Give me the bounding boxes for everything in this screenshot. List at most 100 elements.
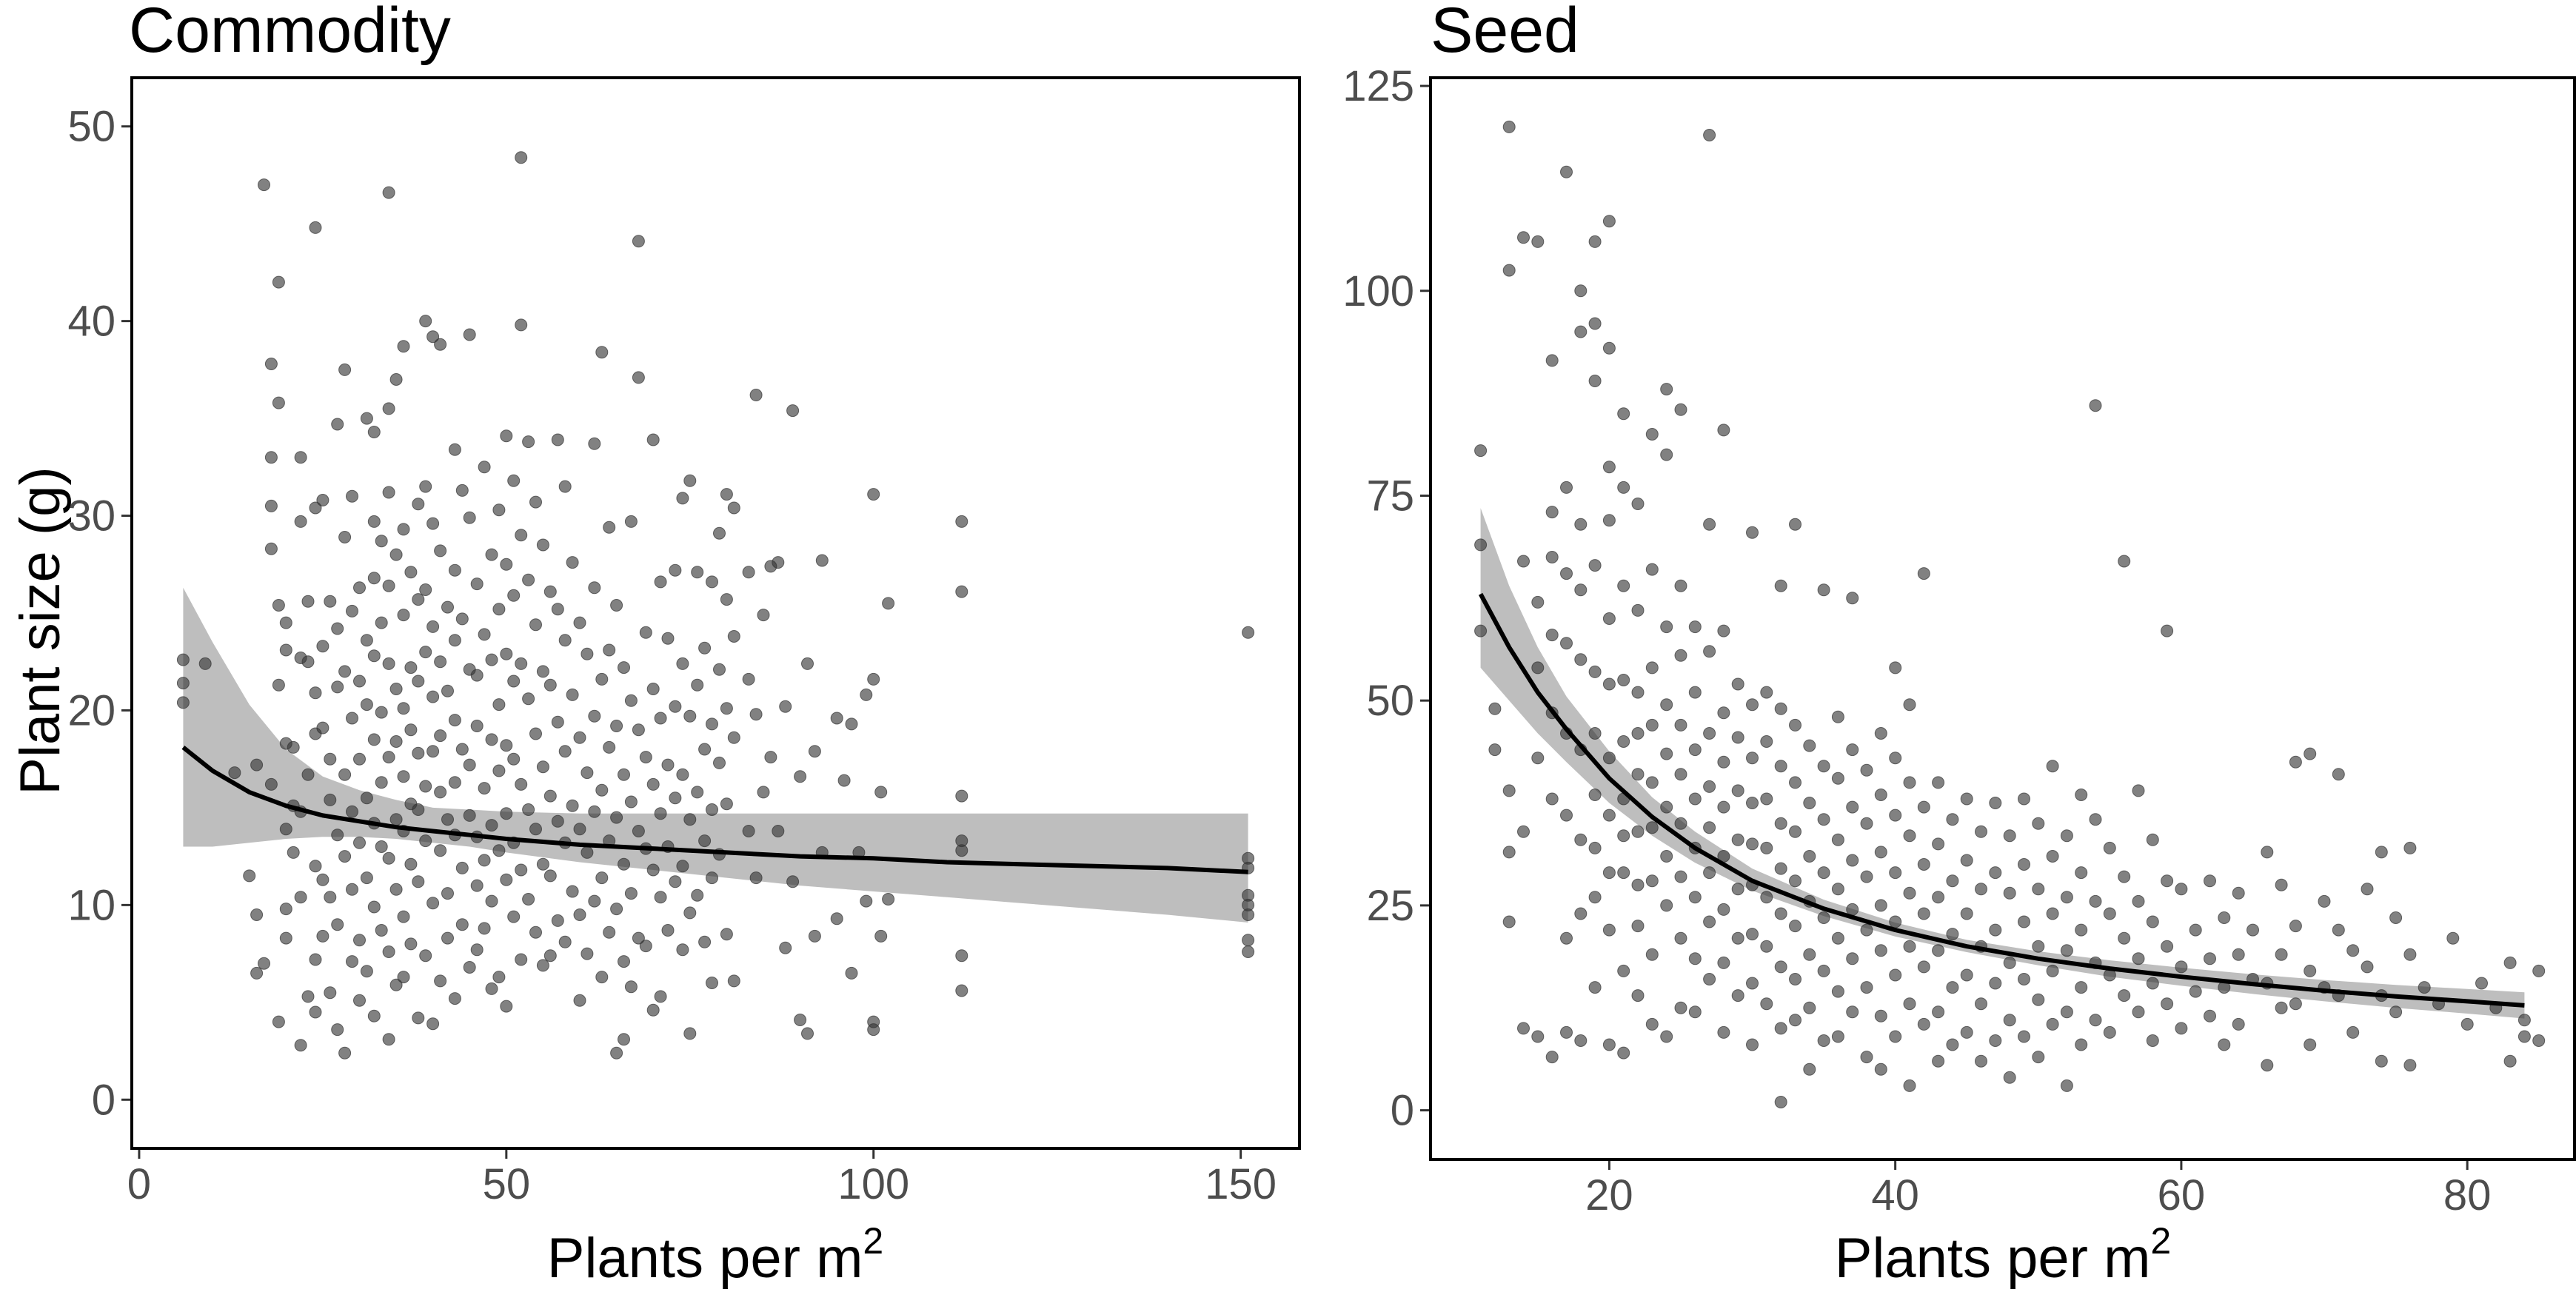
seed-data-point	[1545, 506, 1559, 519]
commodity-data-point	[618, 661, 630, 675]
seed-data-point	[1660, 620, 1673, 634]
commodity-data-point	[485, 894, 498, 908]
commodity-data-point	[478, 854, 491, 867]
seed-data-point	[1789, 518, 1801, 531]
seed-data-point	[1803, 797, 1816, 809]
commodity-data-point	[683, 813, 697, 826]
seed-data-point	[1703, 821, 1716, 834]
seed-data-point	[1703, 780, 1716, 793]
commodity-data-point	[294, 515, 307, 528]
seed-data-point	[2232, 886, 2245, 900]
seed-data-point	[1789, 920, 1801, 933]
seed-data-point	[1660, 850, 1673, 863]
commodity-data-point	[412, 746, 425, 760]
commodity-ribbon-layer	[183, 587, 1248, 923]
commodity-data-point	[272, 599, 285, 612]
seed-data-point	[1674, 649, 1687, 662]
seed-data-point	[1502, 264, 1516, 277]
seed-data-point	[1789, 776, 1801, 789]
seed-y-tick-label: 75	[1366, 472, 1414, 520]
seed-data-point	[2275, 1001, 2288, 1014]
seed-data-point	[1889, 968, 1902, 982]
seed-data-point	[1688, 952, 1702, 965]
commodity-data-point	[603, 643, 616, 657]
commodity-data-point	[661, 632, 675, 645]
seed-data-point	[1588, 981, 1602, 994]
seed-data-point	[2032, 1051, 2045, 1064]
commodity-data-point	[867, 488, 880, 501]
seed-data-point	[1774, 907, 1787, 920]
commodity-data-point	[412, 803, 425, 816]
seed-data-point	[2403, 948, 2417, 961]
commodity-data-point	[448, 443, 461, 456]
seed-data-point	[2003, 956, 2016, 969]
seed-data-point	[1860, 817, 1873, 830]
seed-data-point	[1760, 997, 1773, 1011]
commodity-data-point	[324, 986, 337, 1000]
seed-data-point	[1774, 1022, 1787, 1035]
commodity-data-point	[742, 672, 755, 686]
seed-data-point	[1932, 944, 1945, 957]
commodity-data-point	[353, 581, 366, 595]
seed-data-point	[1574, 518, 1588, 531]
commodity-data-point	[492, 844, 506, 857]
commodity-data-point	[294, 1039, 307, 1052]
seed-data-point	[1660, 448, 1673, 461]
commodity-data-point	[551, 814, 564, 828]
commodity-data-point	[434, 655, 447, 669]
seed-data-point	[1846, 592, 1859, 605]
commodity-data-point	[309, 221, 322, 234]
seed-fit-layer	[1478, 592, 2525, 1008]
seed-data-point	[2304, 1038, 2317, 1051]
seed-data-point	[1789, 973, 1801, 985]
seed-data-point	[1574, 583, 1588, 597]
seed-axes-layer: 20 40 60 80 0 25 50 75 100 125	[1342, 62, 2491, 1219]
commodity-data-point	[316, 494, 329, 506]
commodity-data-point	[786, 404, 800, 418]
commodity-data-point	[294, 891, 307, 904]
commodity-data-point	[301, 768, 315, 781]
commodity-data-point	[515, 318, 528, 332]
commodity-data-point	[470, 669, 484, 682]
commodity-data-point	[500, 1000, 513, 1013]
commodity-data-point	[522, 435, 535, 449]
commodity-data-point	[632, 931, 645, 945]
commodity-x-axis-title: Plants per m2	[547, 1220, 883, 1290]
commodity-data-point	[412, 675, 425, 688]
seed-data-point	[1545, 1051, 1559, 1064]
commodity-data-point	[683, 709, 697, 723]
seed-data-point	[1846, 854, 1859, 867]
seed-data-point	[1760, 792, 1773, 806]
commodity-data-point	[867, 1023, 880, 1037]
seed-data-point	[1917, 960, 1930, 974]
seed-data-point	[1717, 424, 1730, 437]
seed-data-point	[1560, 931, 1573, 945]
seed-data-point	[1588, 375, 1602, 387]
commodity-data-point	[264, 499, 278, 512]
seed-data-point	[1631, 920, 1645, 933]
commodity-data-point	[434, 338, 447, 351]
commodity-data-point	[434, 729, 447, 743]
commodity-data-point	[698, 935, 712, 948]
commodity-data-point	[500, 558, 513, 571]
commodity-data-point	[228, 766, 241, 780]
seed-data-point	[1946, 813, 1959, 826]
commodity-data-point	[779, 941, 792, 954]
commodity-data-point	[316, 873, 329, 886]
commodity-data-point	[808, 929, 821, 943]
seed-data-point	[2475, 977, 2488, 990]
seed-data-point	[1645, 874, 1659, 888]
commodity-data-point	[434, 974, 447, 988]
seed-y-tick-label: 125	[1342, 62, 1414, 110]
commodity-data-point	[603, 521, 616, 534]
seed-data-point	[2189, 985, 2202, 998]
seed-data-point	[1560, 637, 1573, 650]
seed-data-point	[1932, 1054, 1945, 1068]
seed-data-point	[1975, 1054, 1987, 1068]
seed-data-point	[1846, 743, 1859, 757]
commodity-data-point	[757, 786, 770, 799]
commodity-data-point	[558, 480, 572, 493]
seed-data-point	[2146, 833, 2159, 846]
commodity-data-point	[543, 678, 557, 692]
